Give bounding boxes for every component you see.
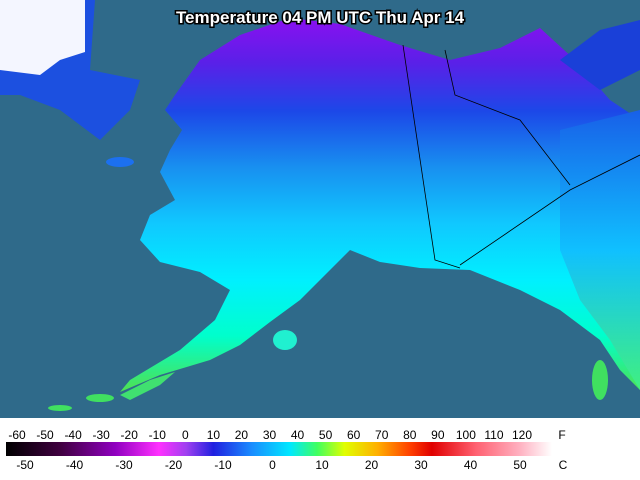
f-label: 60 <box>347 428 361 442</box>
f-label: 0 <box>182 428 189 442</box>
f-label: 20 <box>235 428 249 442</box>
map-title: Temperature 04 PM UTC Thu Apr 14 <box>176 8 465 27</box>
c-label: 0 <box>269 458 276 472</box>
c-label: 20 <box>365 458 379 472</box>
c-unit: C <box>559 458 568 472</box>
c-label: 30 <box>414 458 428 472</box>
c-label: 40 <box>464 458 478 472</box>
f-label: 80 <box>403 428 417 442</box>
color-scale <box>6 442 552 456</box>
c-label: -40 <box>66 458 84 472</box>
f-label: 50 <box>319 428 333 442</box>
f-label: 40 <box>291 428 305 442</box>
f-label: -40 <box>64 428 82 442</box>
island <box>48 405 72 411</box>
f-label: -20 <box>121 428 139 442</box>
f-label: 110 <box>484 428 503 442</box>
f-label: 30 <box>263 428 277 442</box>
f-label: 120 <box>512 428 532 442</box>
island <box>592 360 608 400</box>
border <box>459 154 640 266</box>
f-label: -10 <box>149 428 167 442</box>
island <box>86 394 114 402</box>
f-label: 90 <box>431 428 445 442</box>
island <box>106 157 134 167</box>
f-unit: F <box>558 428 565 442</box>
c-label: -10 <box>214 458 232 472</box>
f-label: -50 <box>36 428 54 442</box>
island <box>273 330 297 350</box>
f-label: 100 <box>456 428 476 442</box>
scale-labels: -60 -50 -40 -30 -20 -10 0 10 20 30 40 50 60 70 80 90 100… <box>8 428 532 472</box>
c-label: -30 <box>115 458 133 472</box>
alaska <box>120 18 640 392</box>
f-label: 70 <box>375 428 389 442</box>
canada-island <box>560 20 640 90</box>
c-label: 10 <box>315 458 329 472</box>
border <box>444 49 571 186</box>
russia-cold <box>0 0 85 75</box>
f-label: 10 <box>207 428 221 442</box>
f-label: -60 <box>8 428 26 442</box>
c-label: -50 <box>16 458 34 472</box>
c-label: -20 <box>165 458 183 472</box>
f-label: -30 <box>92 428 110 442</box>
c-label: 50 <box>513 458 527 472</box>
canada <box>560 110 640 390</box>
island <box>120 372 175 400</box>
border <box>402 44 461 269</box>
